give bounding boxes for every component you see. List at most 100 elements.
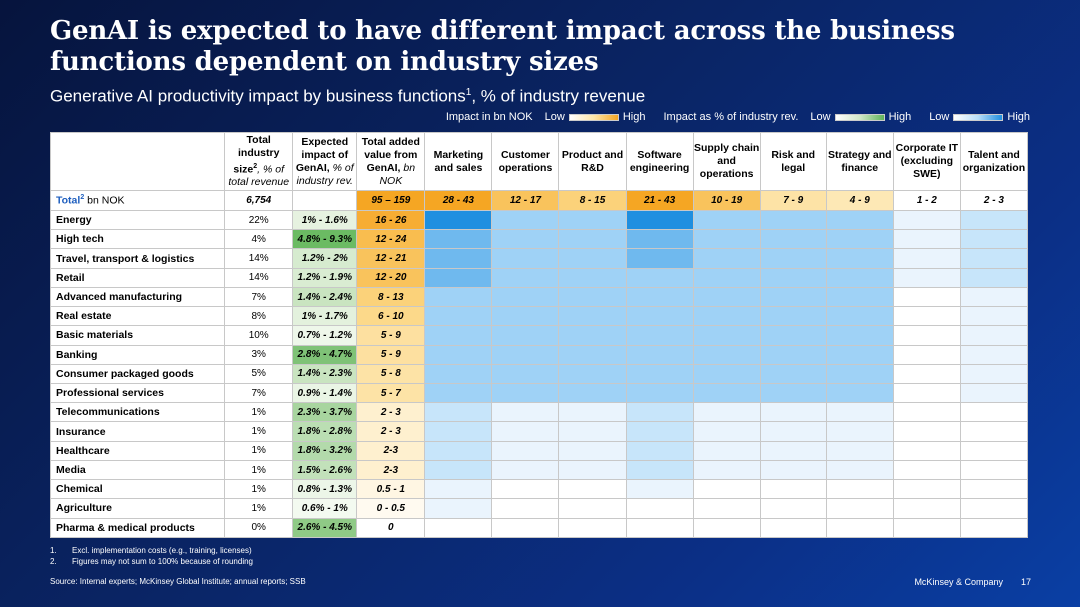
brand-name: McKinsey & Company — [914, 577, 1003, 587]
header-function: Customer operations — [491, 132, 560, 191]
heatmap-cell — [558, 229, 627, 250]
industry-added-value: 12 - 20 — [356, 267, 426, 288]
footnotes: 1. Excl. implementation costs (e.g., trai… — [50, 545, 253, 567]
total-function-value: 8 - 15 — [558, 189, 627, 212]
heatmap-cell — [892, 440, 961, 461]
heatmap-cell — [892, 267, 961, 288]
heatmap-cell — [424, 229, 493, 250]
heatmap-cell — [424, 344, 493, 365]
heatmap-cell — [959, 306, 1029, 327]
industry-impact: 1.8% - 3.2% — [292, 440, 358, 461]
header-function: Corporate IT (excluding SWE) — [892, 132, 961, 191]
heatmap-cell — [424, 421, 493, 442]
industry-row: Retail 14% 1.2% - 1.9% 12 - 20 — [49, 267, 1029, 288]
industry-added-value: 0.5 - 1 — [356, 479, 426, 500]
industry-impact: 2.8% - 4.7% — [292, 344, 358, 365]
industry-size: 1% — [224, 440, 294, 461]
industry-name: Media — [49, 459, 226, 481]
industry-impact: 0.7% - 1.2% — [292, 325, 358, 346]
heatmap-cell — [692, 383, 761, 404]
header-impact: Expected impact of GenAI, % of industry … — [292, 132, 358, 191]
heatmap-cell — [424, 383, 493, 404]
industry-impact: 1% - 1.6% — [292, 210, 358, 231]
industry-row: Professional services 7% 0.9% - 1.4% 5 - 7 — [49, 383, 1029, 404]
heatmap-cell — [491, 402, 560, 423]
heatmap-cell — [759, 210, 827, 231]
heatmap-cell — [959, 421, 1029, 442]
heatmap-cell — [759, 440, 827, 461]
heatmap-cell — [424, 267, 493, 288]
heatmap-cell — [759, 383, 827, 404]
header-function: Supply chain and operations — [692, 132, 761, 191]
industry-added-value: 5 - 9 — [356, 325, 426, 346]
heatmap-cell — [692, 479, 761, 500]
industry-impact: 1.4% - 2.3% — [292, 363, 358, 385]
industry-size: 1% — [224, 498, 294, 519]
heatmap-cell — [424, 306, 493, 327]
heatmap-cell — [825, 440, 894, 461]
industry-impact: 1.2% - 2% — [292, 248, 358, 269]
heatmap-cell — [491, 325, 560, 346]
heatmap-cell — [692, 498, 761, 519]
heatmap-cell — [892, 286, 961, 308]
heatmap-cell — [558, 267, 627, 288]
heatmap-cell — [959, 286, 1029, 308]
heatmap-cell — [558, 421, 627, 442]
heatmap-cell — [424, 440, 493, 461]
industry-size: 1% — [224, 421, 294, 442]
heatmap-cell — [825, 267, 894, 288]
industry-added-value: 6 - 10 — [356, 306, 426, 327]
industry-added-value: 5 - 9 — [356, 344, 426, 365]
heatmap-cell — [491, 210, 560, 231]
heatmap-cell — [625, 421, 694, 442]
legend-low-2: Low — [810, 111, 831, 123]
heatmap-cell — [892, 459, 961, 481]
total-function-value: 10 - 19 — [692, 189, 761, 212]
industry-size: 1% — [224, 402, 294, 423]
heatmap-cell — [491, 440, 560, 461]
heatmap-cell — [759, 306, 827, 327]
subtitle-tail: , % of industry revenue — [471, 86, 646, 106]
total-function-value: 12 - 17 — [491, 189, 560, 212]
heatmap-cell — [558, 479, 627, 500]
heatmap-cell — [692, 210, 761, 231]
industry-size: 4% — [224, 229, 294, 250]
heatmap-cell — [959, 229, 1029, 250]
heatmap-cell — [959, 479, 1029, 500]
heatmap-cell — [424, 402, 493, 423]
heatmap-cell — [759, 517, 827, 539]
heatmap-cell — [558, 363, 627, 385]
industry-added-value: 2-3 — [356, 440, 426, 461]
legend-impact-label: Impact in bn NOK — [445, 111, 533, 123]
industry-impact: 0.6% - 1% — [292, 498, 358, 519]
heatmap-cell — [491, 267, 560, 288]
page-title: GenAI is expected to have different impa… — [50, 16, 955, 77]
heatmap-cell — [424, 286, 493, 308]
heatmap-cell — [692, 248, 761, 269]
heatmap-cell — [959, 344, 1029, 365]
header-function: Talent and organization — [959, 132, 1029, 191]
industry-size: 3% — [224, 344, 294, 365]
heatmap-cell — [892, 479, 961, 500]
heatmap-cell — [825, 421, 894, 442]
heatmap-cell — [558, 498, 627, 519]
industry-impact: 2.6% - 4.5% — [292, 517, 358, 539]
total-function-value: 7 - 9 — [759, 189, 827, 212]
industry-name: Pharma & medical products — [49, 517, 226, 539]
heatmap-cell — [625, 363, 694, 385]
industry-name: Advanced manufacturing — [49, 286, 226, 308]
heatmap-cell — [625, 267, 694, 288]
heatmap-cell — [959, 517, 1029, 539]
industry-impact: 1.5% - 2.6% — [292, 459, 358, 481]
heatmap-cell — [625, 459, 694, 481]
heatmap-cell — [625, 286, 694, 308]
industry-added-value: 12 - 24 — [356, 229, 426, 250]
legend-high-1: High — [622, 111, 646, 123]
heatmap-cell — [892, 306, 961, 327]
heatmap-cell — [491, 383, 560, 404]
heatmap-cell — [491, 286, 560, 308]
industry-size: 8% — [224, 306, 294, 327]
heatmap-cell — [491, 306, 560, 327]
total-function-value: 4 - 9 — [825, 189, 894, 212]
industry-impact: 1.4% - 2.4% — [292, 286, 358, 308]
